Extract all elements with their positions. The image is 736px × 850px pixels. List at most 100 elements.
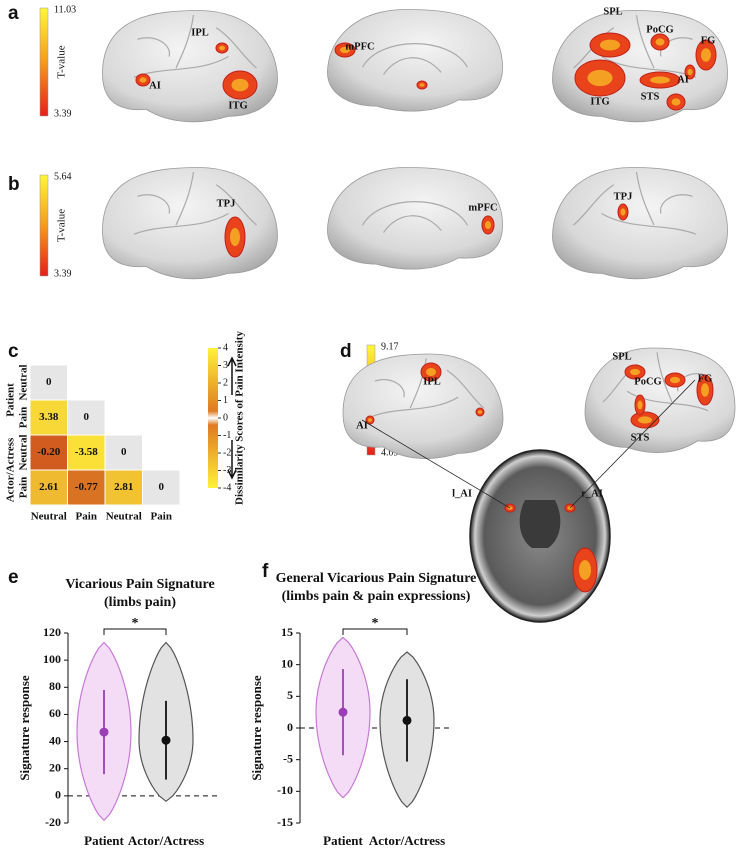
brain-surface — [102, 10, 278, 123]
cell-label: 2.61 — [39, 481, 58, 493]
brain — [584, 347, 736, 453]
activation-core — [701, 383, 709, 397]
chart-title: Vicarious Pain Signature — [65, 577, 214, 592]
cell-label: -0.20 — [37, 446, 60, 458]
mri-ventricles — [519, 500, 561, 548]
colorbar-label: T-value — [56, 45, 68, 78]
connector — [569, 379, 696, 509]
colorbar-min: 4.09 — [381, 447, 399, 458]
y-tick-label: Neutral — [18, 434, 30, 470]
y-tick-label: 0 — [287, 720, 293, 734]
cell-label: 0 — [84, 411, 90, 423]
region-label: FG — [698, 373, 713, 384]
x-tick-label: Actor/Actress — [128, 833, 204, 848]
colorbar — [39, 7, 49, 117]
activation-core — [650, 76, 670, 84]
sulcus — [656, 352, 673, 403]
y-tick-label: 60 — [49, 706, 61, 720]
cell-label: 2.81 — [114, 481, 133, 493]
panel-letter: b — [8, 174, 20, 195]
y-tick-label: -10 — [277, 783, 293, 797]
significance: * — [372, 616, 379, 631]
region-label: IPL — [191, 27, 209, 38]
activation-core — [419, 83, 425, 87]
significance: * — [132, 616, 139, 631]
region-label: mPFC — [468, 202, 497, 213]
sulcus — [573, 184, 615, 226]
x-tick-label: Patient — [84, 833, 124, 848]
sulcus — [635, 172, 655, 226]
y-tick-label: 5 — [287, 688, 293, 702]
activation-core — [637, 400, 643, 410]
colorbar-tick-label: -1 — [223, 430, 231, 441]
sulcus — [215, 184, 257, 226]
region-label: TPJ — [217, 198, 236, 209]
colorbar-label: T-value — [56, 209, 68, 242]
colorbar-tick-label: 3 — [223, 360, 228, 371]
chart-title: (limbs pain) — [104, 595, 176, 610]
sulcus — [361, 201, 469, 226]
activation-core — [671, 98, 681, 106]
activation-core — [600, 39, 620, 51]
sulcus — [383, 57, 442, 75]
activation-core — [655, 38, 665, 46]
colorbar-max: 9.17 — [381, 341, 399, 352]
y-tick-label: 10 — [281, 656, 293, 670]
colorbar-max: 5.64 — [54, 171, 72, 182]
panel-letter: d — [340, 341, 352, 362]
heatmap-cell — [104, 434, 143, 471]
x-tick-label: Pain — [76, 511, 97, 523]
region-label: AI — [149, 80, 161, 91]
sulcus — [635, 15, 655, 69]
chart-title: (limbs pain & pain expressions) — [282, 589, 471, 604]
cell-label: 0 — [121, 446, 127, 458]
activation-core — [485, 220, 491, 230]
brain-surface — [102, 167, 278, 280]
sulcus — [383, 215, 442, 233]
sulcus — [137, 194, 170, 214]
significance-bracket — [103, 628, 167, 635]
significance-bracket — [342, 628, 408, 635]
sulcus — [374, 379, 405, 398]
activation-core — [630, 368, 640, 376]
region-label: IPL — [423, 376, 441, 387]
colorbar-tick-label: -2 — [223, 447, 231, 458]
colorbar-tick-label: -3 — [223, 465, 231, 476]
activation-core — [231, 78, 249, 92]
activation-core — [701, 48, 711, 62]
cell-label: 0 — [46, 376, 52, 388]
region-label: STS — [631, 432, 650, 443]
region-label: SPL — [612, 351, 631, 362]
y-tick-label: 0 — [55, 788, 61, 802]
cell-label: -3.58 — [75, 446, 98, 458]
activation-core — [620, 208, 626, 216]
brain — [327, 167, 503, 270]
region-label: AI — [356, 420, 368, 431]
region-label: ITG — [228, 100, 247, 111]
heatmap-cell — [67, 399, 106, 436]
region-label: TPJ — [614, 191, 633, 202]
brain-surface — [584, 347, 736, 453]
region-label: l_AI — [452, 488, 472, 499]
region-label: r_AI — [581, 488, 603, 499]
activation-core — [670, 376, 680, 384]
sulcus — [175, 15, 195, 69]
connector — [361, 419, 511, 509]
sulcus — [660, 194, 693, 214]
y-tick-label: Pain — [18, 477, 30, 498]
region-label: SPL — [603, 6, 622, 17]
x-tick-label: Pain — [151, 511, 172, 523]
sulcus — [175, 172, 195, 226]
y-tick-label: 120 — [43, 625, 61, 639]
cell-label: -0.77 — [75, 481, 98, 493]
y-axis-label: Signature response — [249, 675, 264, 781]
region-label: mPFC — [345, 41, 374, 52]
activation-core — [368, 418, 372, 422]
y-tick-label: 20 — [49, 760, 61, 774]
colorbar-max: 11.03 — [54, 4, 76, 15]
y-tick-label: Neutral — [18, 364, 30, 400]
y-tick-label: 80 — [49, 679, 61, 693]
heatmap-cell — [29, 399, 68, 436]
mean-dot — [402, 715, 412, 725]
activation-core — [219, 45, 225, 51]
